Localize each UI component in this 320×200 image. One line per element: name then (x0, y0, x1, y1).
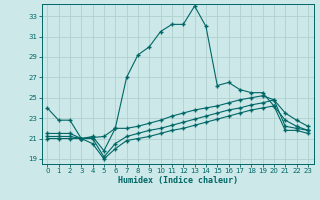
X-axis label: Humidex (Indice chaleur): Humidex (Indice chaleur) (118, 176, 237, 185)
